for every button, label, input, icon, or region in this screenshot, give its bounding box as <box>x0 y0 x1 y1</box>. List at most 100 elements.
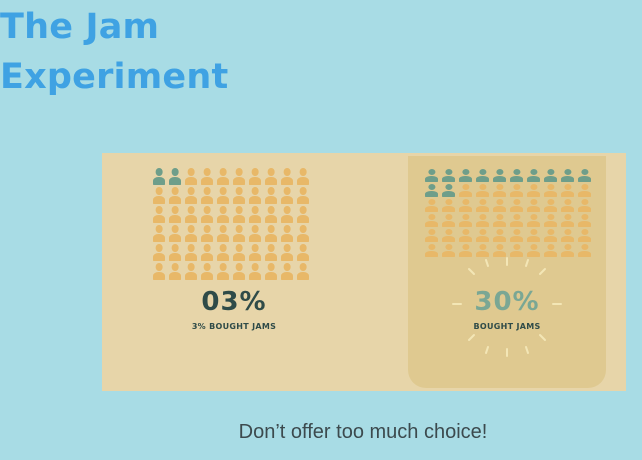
person-icon <box>441 199 456 212</box>
person-icon <box>526 229 541 242</box>
stat-value-left: 03% <box>201 287 267 317</box>
person-icon <box>280 225 294 242</box>
person-icon <box>200 168 214 185</box>
footer-message: Don’t offer too much choice! <box>238 421 488 443</box>
person-icon <box>168 187 182 204</box>
person-icon <box>577 199 592 212</box>
person-icon <box>264 225 278 242</box>
person-icon <box>248 187 262 204</box>
person-icon <box>184 244 198 261</box>
stat-value-right: 30% <box>474 287 540 317</box>
person-icon <box>216 244 230 261</box>
person-icon <box>475 244 490 257</box>
person-icon <box>577 214 592 227</box>
person-icon <box>441 229 456 242</box>
person-icon <box>264 206 278 223</box>
person-icon <box>264 168 278 185</box>
person-icon <box>248 225 262 242</box>
stat-right: 30% BOUGHT JAMS <box>455 287 559 333</box>
person-icon <box>232 263 246 280</box>
person-icon <box>296 244 310 261</box>
title-line-1: The Jam <box>0 7 160 47</box>
title-line-2: Experiment <box>0 57 229 97</box>
stat-caption-left: 3% BOUGHT JAMS <box>191 322 277 331</box>
person-icon <box>152 263 166 280</box>
person-icon <box>184 168 198 185</box>
person-icon <box>296 206 310 223</box>
person-icon <box>248 206 262 223</box>
person-bought-icon <box>168 168 182 185</box>
person-bought-icon <box>526 169 541 182</box>
person-icon <box>543 229 558 242</box>
person-bought-icon <box>509 169 524 182</box>
person-icon <box>280 263 294 280</box>
person-icon <box>200 225 214 242</box>
person-icon <box>560 229 575 242</box>
person-bought-icon <box>475 169 490 182</box>
person-icon <box>168 206 182 223</box>
person-icon <box>509 184 524 197</box>
person-bought-icon <box>543 169 558 182</box>
person-icon <box>543 214 558 227</box>
person-icon <box>475 214 490 227</box>
person-icon <box>280 244 294 261</box>
person-icon <box>560 184 575 197</box>
person-icon <box>296 225 310 242</box>
person-icon <box>200 206 214 223</box>
person-icon <box>492 199 507 212</box>
person-icon <box>441 214 456 227</box>
person-icon <box>543 184 558 197</box>
person-icon <box>458 184 473 197</box>
person-icon <box>184 263 198 280</box>
person-icon <box>248 263 262 280</box>
person-icon <box>280 206 294 223</box>
person-icon <box>492 229 507 242</box>
page-title: The Jam Experiment <box>0 2 228 102</box>
person-icon <box>560 244 575 257</box>
stat-caption-right: BOUGHT JAMS <box>473 322 541 331</box>
person-icon <box>492 184 507 197</box>
person-icon <box>232 168 246 185</box>
person-icon <box>492 214 507 227</box>
person-icon <box>509 199 524 212</box>
person-icon <box>200 263 214 280</box>
person-icon <box>264 244 278 261</box>
person-bought-icon <box>492 169 507 182</box>
person-icon <box>475 229 490 242</box>
person-icon <box>526 214 541 227</box>
person-bought-icon <box>458 169 473 182</box>
person-bought-icon <box>441 184 456 197</box>
person-icon <box>216 187 230 204</box>
person-icon <box>560 214 575 227</box>
person-icon <box>216 168 230 185</box>
person-icon <box>184 187 198 204</box>
people-grid-left <box>152 168 310 280</box>
person-icon <box>232 225 246 242</box>
person-icon <box>296 168 310 185</box>
person-icon <box>560 199 575 212</box>
person-icon <box>232 244 246 261</box>
person-icon <box>458 244 473 257</box>
person-icon <box>296 263 310 280</box>
person-icon <box>492 244 507 257</box>
person-icon <box>264 263 278 280</box>
person-bought-icon <box>424 184 439 197</box>
person-icon <box>232 187 246 204</box>
person-icon <box>424 214 439 227</box>
person-icon <box>509 244 524 257</box>
person-icon <box>168 244 182 261</box>
stat-left: 03% 3% BOUGHT JAMS <box>182 287 286 333</box>
person-bought-icon <box>152 168 166 185</box>
burst-rays-icon <box>452 257 562 357</box>
person-icon <box>216 206 230 223</box>
person-icon <box>526 184 541 197</box>
person-icon <box>168 263 182 280</box>
person-icon <box>441 244 456 257</box>
person-icon <box>184 206 198 223</box>
person-icon <box>184 225 198 242</box>
person-icon <box>509 229 524 242</box>
person-icon <box>509 214 524 227</box>
person-icon <box>296 187 310 204</box>
person-icon <box>458 199 473 212</box>
person-icon <box>424 229 439 242</box>
